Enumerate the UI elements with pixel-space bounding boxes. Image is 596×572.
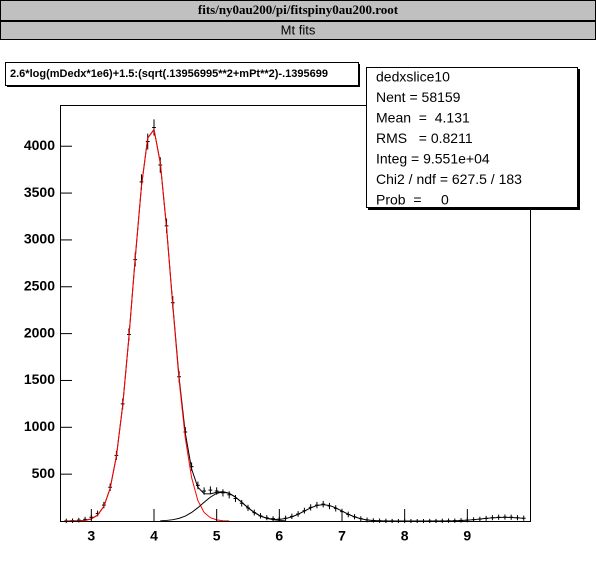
y-tick-label: 1500 (24, 371, 55, 387)
stats-line: dedxslice10 (376, 69, 450, 85)
plot: 500 1000 1500 2000 2500 3000 3500 4000 3 4 5 6 7 8 9 (24, 105, 531, 544)
canvas-title: Mt fits (281, 22, 316, 37)
y-tick-label: 500 (32, 465, 56, 481)
stats-line: Integ = 9.551e+04 (376, 151, 490, 167)
fit-curve (160, 491, 286, 522)
data-point (152, 119, 156, 136)
x-tick-label: 7 (338, 528, 346, 544)
x-tick-label: 9 (463, 528, 471, 544)
data-point (83, 516, 87, 522)
stats-box (366, 67, 578, 208)
histogram-title: 2.6*log(mDedx*1e6)+1.5:(sqrt(.13956995**… (10, 68, 328, 80)
data-point (208, 486, 213, 494)
x-tick-label: 3 (87, 528, 95, 544)
data-point (221, 489, 225, 497)
stats-box-shadow (578, 69, 580, 209)
y-tick-label: 3000 (24, 231, 55, 247)
x-tick-label: 8 (401, 528, 409, 544)
y-tick-label: 2500 (24, 277, 55, 293)
y-tick-label: 1000 (24, 418, 55, 434)
stats: dedxslice10 Nent = 58159 Mean = 4.131 RMS =… (376, 69, 522, 208)
y-tick-label: 4000 (24, 137, 55, 153)
frame (60, 105, 531, 522)
stats-line: Prob = 0 (376, 192, 449, 208)
file-name: fits/ny0au200/pi/fitspiny0au200.root (198, 2, 399, 17)
y-tick-label: 2000 (24, 324, 55, 340)
title-box-shadow (7, 85, 360, 87)
y-tick-label: 3500 (24, 184, 55, 200)
x-tick-label: 4 (150, 528, 158, 544)
stats-box-shadow (368, 208, 580, 210)
data-point (227, 491, 232, 499)
x-tick-label: 6 (275, 528, 283, 544)
fit-curve (66, 128, 230, 522)
stats-line: Mean = 4.131 (376, 110, 470, 126)
stats-line: RMS = 0.8211 (376, 130, 473, 146)
title-box-shadow (358, 64, 360, 87)
stats-line: Chi2 / ndf = 627.5 / 183 (376, 171, 522, 187)
stats-line: Nent = 58159 (376, 89, 461, 105)
x-tick-label: 5 (213, 528, 221, 544)
